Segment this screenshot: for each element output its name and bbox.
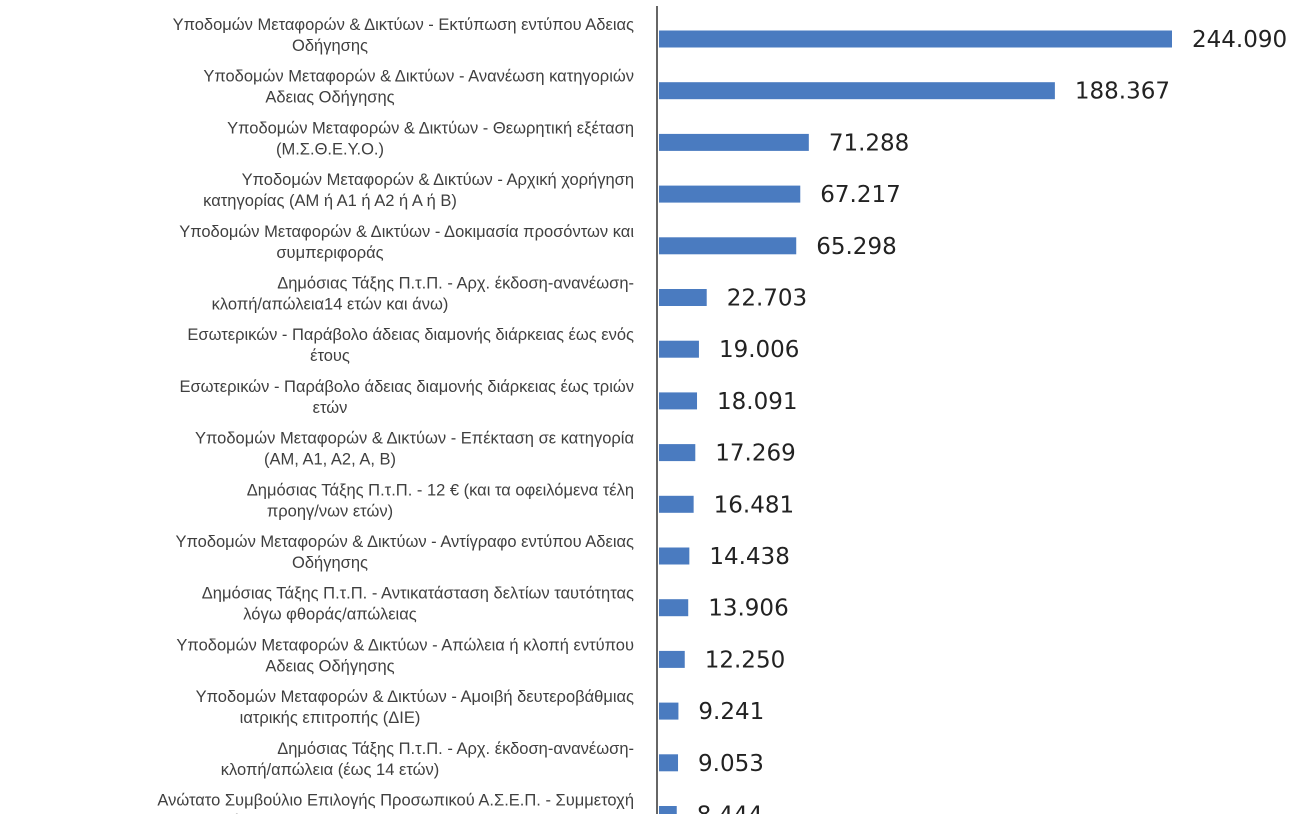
category-label: λόγω φθοράς/απώλειας [243,606,416,624]
bars [659,30,1172,814]
value-label: 14.438 [709,544,789,570]
category-label: Εσωτερικών - Παράβολο άδειας διαμονής δι… [179,378,634,396]
bar [659,547,690,565]
value-label: 9.053 [698,751,764,777]
category-label: (ΑΜ, Α1, Α2, Α, Β) [264,451,396,469]
value-label: 8.444 [697,803,763,814]
value-label: 17.269 [715,441,795,467]
category-label: Οδήγησης [292,37,368,55]
bar [659,599,689,617]
value-label: 18.091 [717,389,797,415]
category-label: Αδειας Οδήγησης [265,89,394,107]
category-label: ιατρικής επιτροπής (ΔΙΕ) [240,709,421,727]
category-label: κλοπή/απώλεια14 ετών και άνω) [212,296,449,314]
bar [659,806,677,814]
value-label: 19.006 [719,337,799,363]
category-label: Οδήγησης [292,554,368,572]
value-labels: 244.090 188.367 71.288 67.217 65.298 22.703 19… [697,27,1287,814]
bar [659,133,809,151]
category-labels: Υποδομών Μεταφορών & Δικτύων - Εκτύπωση … [157,16,634,814]
value-label: 9.241 [698,699,764,725]
category-label: Αδειας Οδήγησης [265,657,394,675]
category-label: κλοπή/απώλεια (έως 14 ετών) [221,761,439,779]
value-label: 67.217 [820,182,900,208]
category-label: έτους [310,347,350,365]
category-label: (Μ.Σ.Θ.Ε.Υ.Ο.) [276,140,384,158]
bar [659,30,1172,48]
bar [659,392,698,410]
bar [659,444,696,462]
category-label: Εσωτερικών - Παράβολο άδειας διαμονής δι… [187,326,634,344]
category-label: Υποδομών Μεταφορών & Δικτύων - Αρχική χο… [242,171,634,189]
value-label: 16.481 [714,492,794,518]
value-label: 71.288 [829,130,909,156]
bar [659,237,797,255]
category-label: Δημόσιας Τάξης Π.τ.Π. - Αρχ. έκδοση-αναν… [277,740,634,758]
bar [659,340,699,358]
category-label: συμπεριφοράς [276,244,383,262]
bar [659,185,801,203]
value-label: 13.906 [708,596,788,622]
value-label: 65.298 [816,234,896,260]
category-label: Υποδομών Μεταφορών & Δικτύων - Αντίγραφο… [175,533,634,551]
category-label: Υποδομών Μεταφορών & Δικτύων - Εκτύπωση … [173,16,634,34]
bar [659,82,1055,100]
category-label: προηγ/νων ετών) [267,502,393,520]
bar [659,754,679,772]
category-label: Δημόσιας Τάξης Π.τ.Π. - Αντικατάσταση δε… [202,585,634,603]
value-label: 12.250 [705,647,785,673]
value-label: 244.090 [1192,27,1287,53]
category-label: Δημόσιας Τάξης Π.τ.Π. - Αρχ. έκδοση-αναν… [277,275,634,293]
category-label: Υποδομών Μεταφορών & Δικτύων - Αμοιβή δε… [196,688,634,706]
bar [659,289,707,306]
category-label: Υποδομών Μεταφορών & Δικτύων - Θεωρητική… [227,119,634,137]
category-label: Υποδομών Μεταφορών & Δικτύων - Ανανέωση … [203,68,634,86]
category-label: σε λοιπές διαδικασίες διορισ.-προσλήψεις [178,813,482,814]
value-label: 188.367 [1075,79,1170,105]
bar [659,702,679,720]
category-label: Υποδομών Μεταφορών & Δικτύων - Επέκταση … [195,430,634,448]
value-label: 22.703 [727,286,807,312]
category-label: Δημόσιας Τάξης Π.τ.Π. - 12 € (και τα οφε… [247,481,634,499]
bar [659,495,694,513]
category-label: Υποδομών Μεταφορών & Δικτύων - Δοκιμασία… [179,223,634,241]
category-label: ετών [313,399,348,417]
category-label: Ανώτατο Συμβούλιο Επιλογής Προσωπικού Α.… [157,792,634,810]
bar [659,650,685,668]
category-label: Υποδομών Μεταφορών & Δικτύων - Απώλεια ή… [176,636,634,654]
category-label: κατηγορίας (ΑΜ ή Α1 ή Α2 ή Α ή Β) [203,192,457,210]
